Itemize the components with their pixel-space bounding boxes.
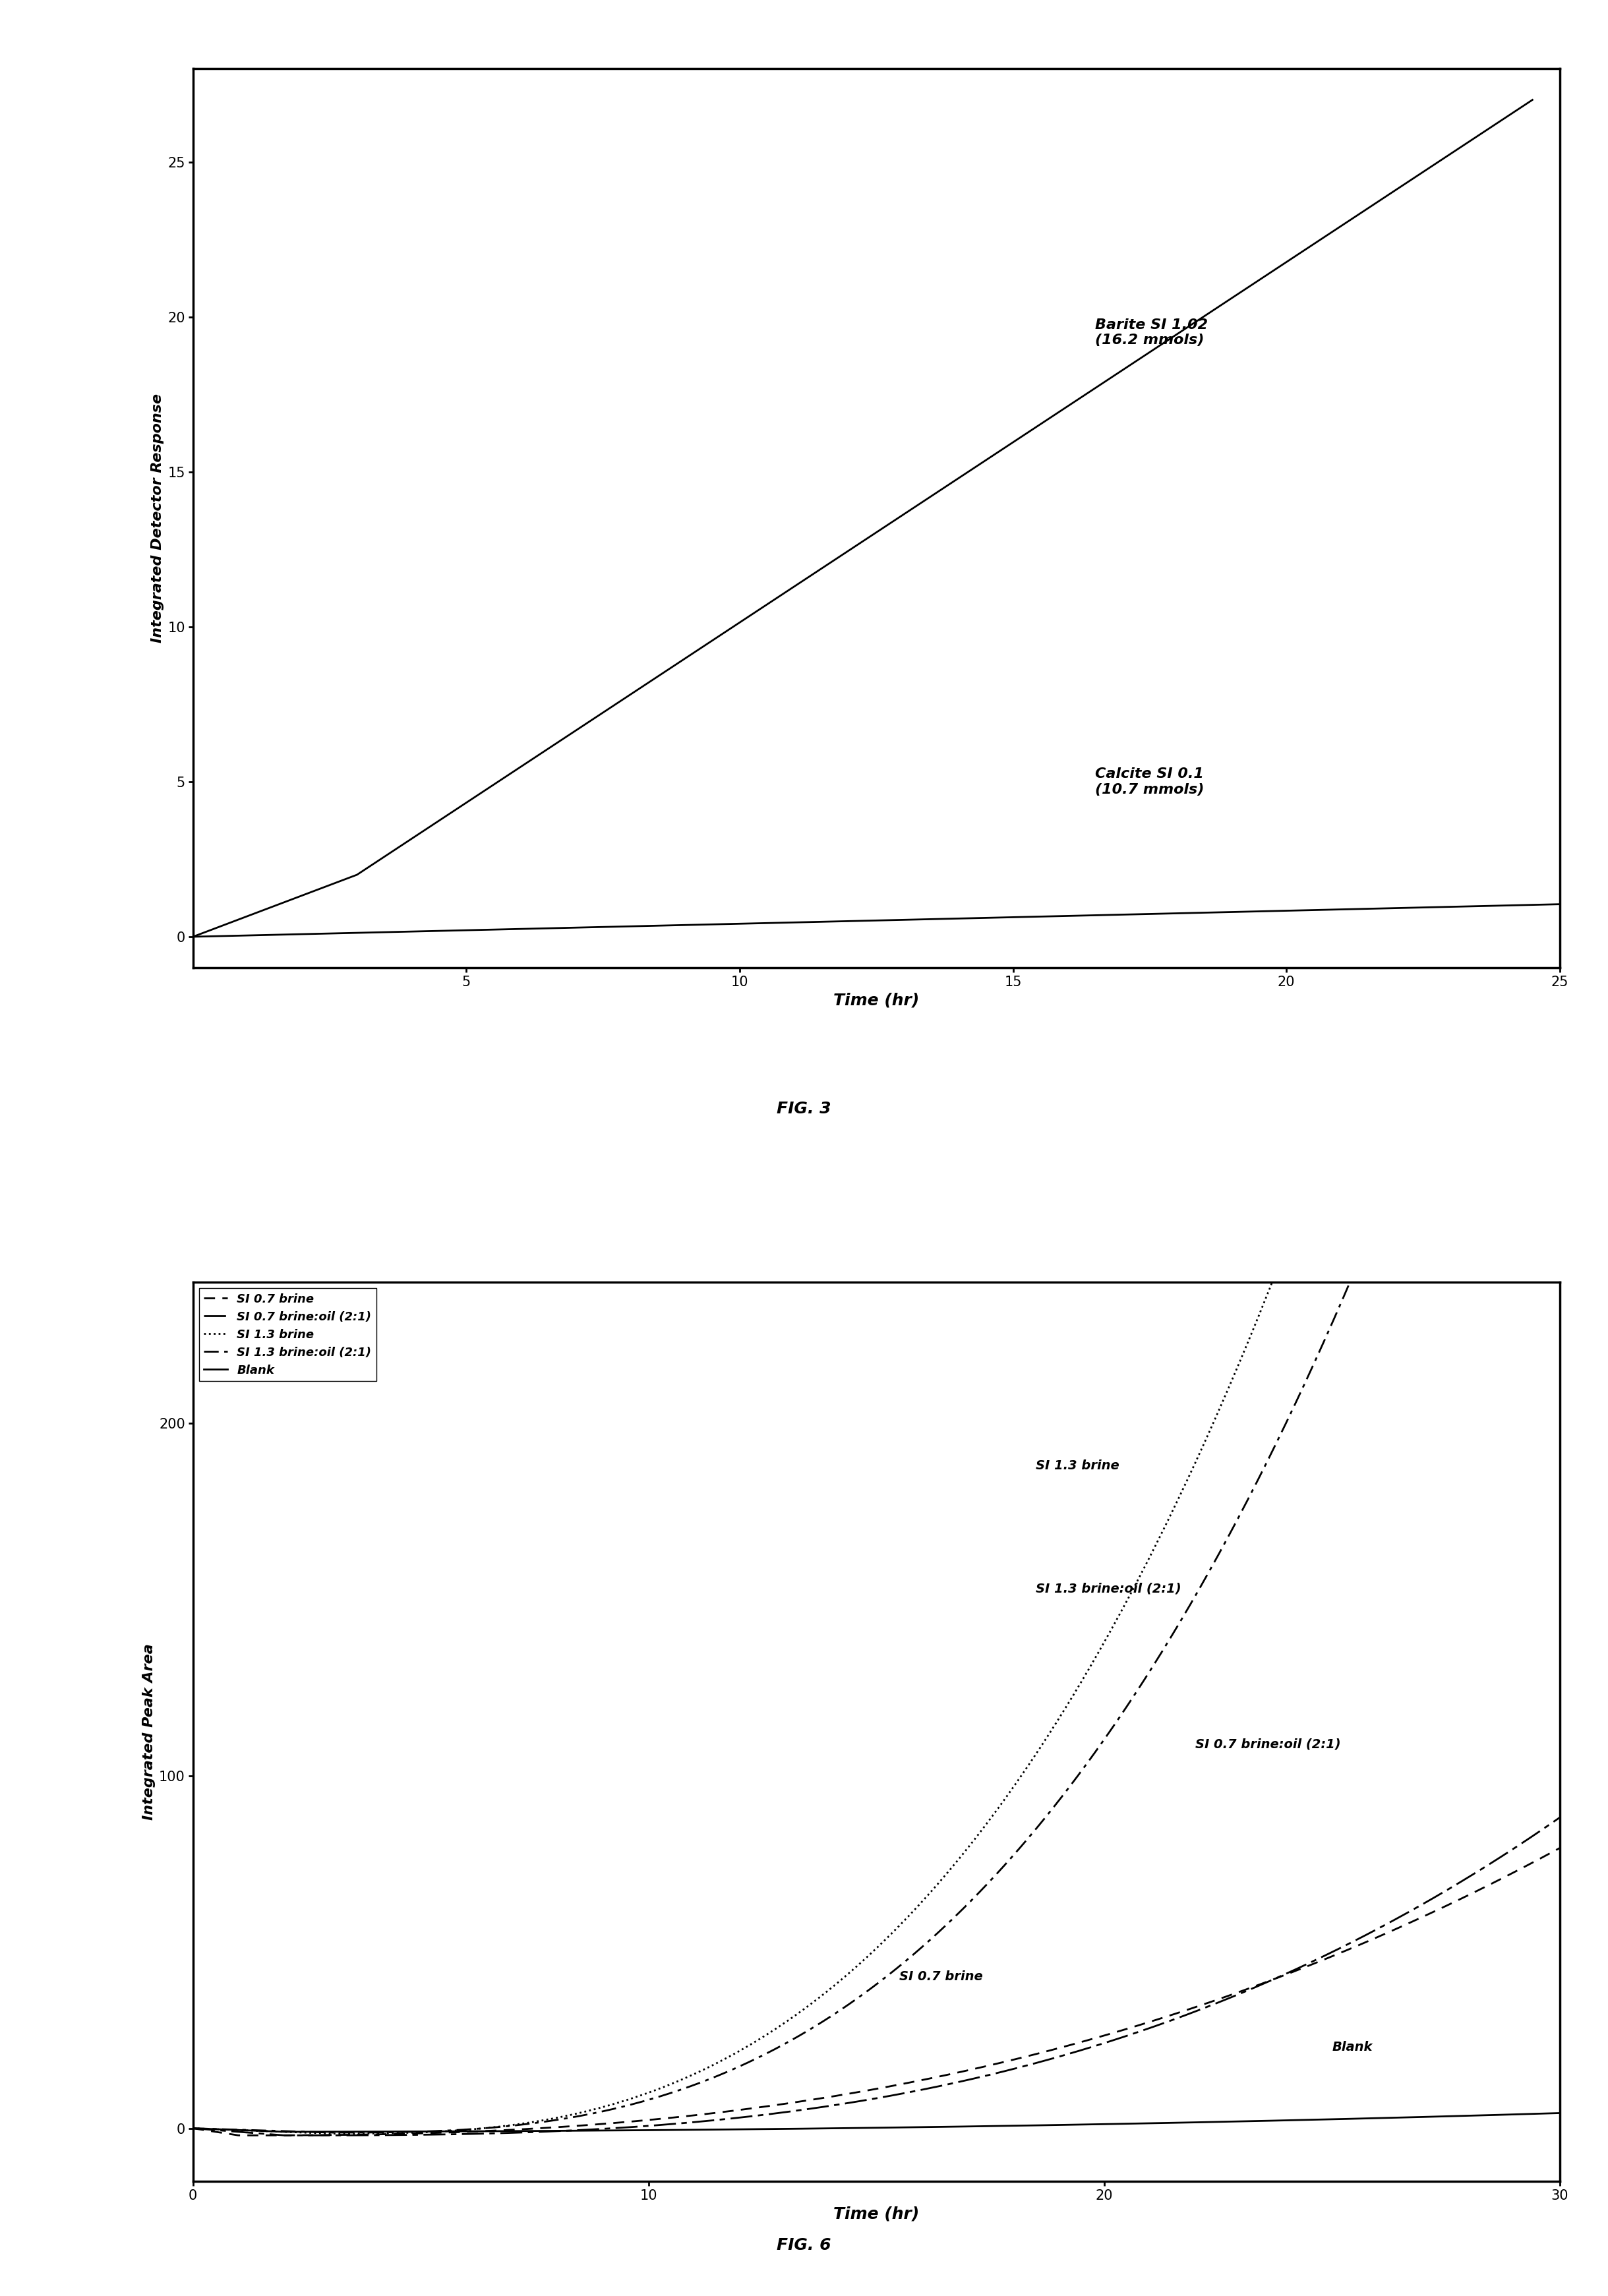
Text: FIG. 3: FIG. 3 (777, 1102, 831, 1116)
Text: Barite SI 1.02
(16.2 mmols): Barite SI 1.02 (16.2 mmols) (1095, 319, 1208, 347)
Legend: SI 0.7 brine, SI 0.7 brine:oil (2:1), SI 1.3 brine, SI 1.3 brine:oil (2:1), Blan: SI 0.7 brine, SI 0.7 brine:oil (2:1), SI… (199, 1288, 376, 1380)
Text: SI 1.3 brine: SI 1.3 brine (1036, 1460, 1119, 1472)
X-axis label: Time (hr): Time (hr) (833, 992, 920, 1008)
Text: SI 0.7 brine:oil (2:1): SI 0.7 brine:oil (2:1) (1195, 1738, 1341, 1750)
Text: Blank: Blank (1331, 2041, 1373, 2053)
Text: SI 0.7 brine: SI 0.7 brine (899, 1970, 982, 1984)
Text: SI 1.3 brine:oil (2:1): SI 1.3 brine:oil (2:1) (1036, 1582, 1182, 1596)
X-axis label: Time (hr): Time (hr) (833, 2206, 920, 2223)
Y-axis label: Integrated Peak Area: Integrated Peak Area (142, 1644, 156, 1821)
Y-axis label: Integrated Detector Response: Integrated Detector Response (151, 393, 164, 643)
Text: Calcite SI 0.1
(10.7 mmols): Calcite SI 0.1 (10.7 mmols) (1095, 767, 1204, 797)
Text: FIG. 6: FIG. 6 (777, 2239, 831, 2252)
